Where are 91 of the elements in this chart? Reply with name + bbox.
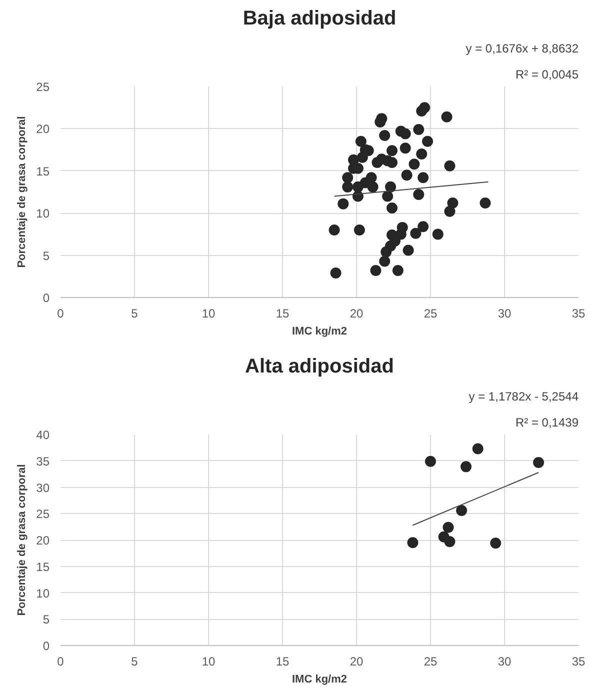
x-tick-label: 5	[131, 654, 138, 668]
point	[401, 170, 412, 181]
y-axis-title: Porcentaje de grasa corporal	[16, 116, 28, 268]
x-tick-label: 35	[572, 654, 586, 668]
point	[370, 265, 382, 276]
point	[402, 244, 414, 256]
point	[413, 189, 424, 200]
x-tick-label: 15	[276, 654, 290, 668]
x-tick-label: 20	[350, 306, 364, 320]
point	[356, 152, 368, 163]
chart-title: Alta adiposidad	[245, 356, 394, 378]
point	[386, 202, 398, 214]
point	[444, 536, 456, 548]
point	[441, 111, 452, 122]
text: R² = 0,0045	[515, 68, 579, 82]
x-tick-label: 0	[57, 306, 64, 320]
x-tick-label: 30	[498, 306, 512, 320]
x-tick-label: 35	[572, 306, 586, 320]
point	[408, 158, 420, 170]
point	[367, 181, 378, 192]
y-tick-label: 20	[36, 122, 50, 136]
point	[422, 136, 434, 147]
point	[480, 197, 491, 208]
point	[490, 538, 502, 549]
y-tick-label: 10	[36, 206, 50, 221]
point	[342, 181, 354, 192]
point	[533, 456, 544, 468]
x-tick-label: 25	[424, 306, 438, 320]
point	[379, 130, 390, 141]
point	[407, 537, 418, 548]
point	[447, 197, 458, 208]
point	[342, 172, 354, 184]
y-tick-label: 15	[36, 560, 50, 574]
point	[456, 504, 468, 516]
y-tick-label: 20	[36, 534, 50, 548]
y-tick-label: 30	[36, 480, 50, 495]
point	[418, 221, 429, 232]
y-tick-label: 40	[36, 428, 50, 442]
text: y = 1,1782x - 5,2544	[468, 390, 579, 404]
point	[366, 172, 377, 184]
y-tick-label: 15	[36, 164, 50, 178]
x-tick-label: 10	[202, 306, 216, 320]
point	[355, 136, 366, 147]
x-tick-label: 0	[57, 654, 64, 668]
point	[379, 256, 390, 267]
point	[386, 145, 398, 156]
x-axis-title: IMC kg/m2	[292, 326, 348, 338]
point	[432, 228, 444, 240]
point	[385, 181, 396, 192]
point	[380, 246, 392, 258]
y-axis-title: Porcentaje de grasa corporal	[16, 464, 28, 616]
point	[338, 198, 349, 210]
text: R² = 0,1439	[515, 416, 579, 430]
point	[444, 206, 456, 217]
y-tick-label: 0	[42, 639, 50, 653]
point	[416, 148, 428, 160]
x-tick-label: 30	[498, 654, 512, 668]
point	[395, 228, 406, 240]
x-axis-title: IMC kg/m2	[292, 674, 348, 686]
point	[330, 268, 342, 279]
x-tick-label: 5	[131, 306, 138, 320]
point	[354, 224, 365, 236]
x-tick-label: 10	[202, 654, 216, 668]
point	[460, 461, 472, 472]
point	[472, 443, 484, 454]
x-tick-label: 15	[276, 306, 290, 320]
y-tick-label: 25	[36, 80, 50, 94]
point	[413, 124, 424, 136]
point	[400, 142, 411, 154]
chart-title: Baja adiposidad	[242, 8, 396, 30]
point	[352, 181, 364, 192]
point	[419, 102, 430, 114]
y-tick-label: 5	[42, 612, 50, 627]
point	[386, 156, 398, 168]
x-tick-label: 25	[424, 654, 438, 668]
point	[418, 172, 429, 184]
point	[382, 190, 394, 202]
point	[400, 128, 411, 140]
point	[425, 456, 436, 467]
y-tick-label: 5	[42, 248, 50, 263]
y-tick-label: 25	[36, 507, 50, 522]
text: y = 0,1676x + 8,8632	[466, 42, 579, 56]
point	[328, 224, 340, 236]
x-tick-label: 20	[350, 654, 364, 668]
point	[410, 228, 422, 239]
point	[444, 160, 456, 172]
y-tick-label: 35	[36, 454, 50, 468]
y-tick-label: 10	[36, 586, 50, 600]
point	[442, 522, 454, 533]
y-tick-label: 0	[42, 291, 50, 305]
point	[392, 265, 404, 276]
